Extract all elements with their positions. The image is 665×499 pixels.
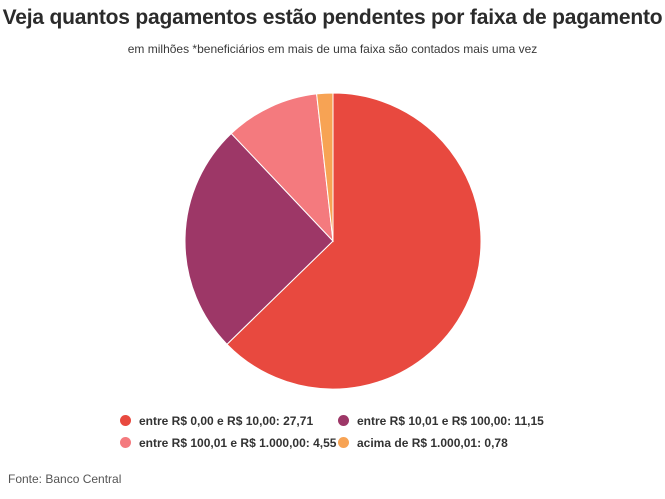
legend-swatch-3 <box>338 437 349 448</box>
pie-slice-3[interactable] <box>316 92 334 242</box>
pie-chart <box>184 92 482 390</box>
pie-slice-1[interactable] <box>184 132 334 345</box>
legend-swatch-1 <box>338 415 349 426</box>
legend-swatch-0 <box>120 415 131 426</box>
pie-slice-2[interactable] <box>230 93 334 243</box>
legend-label-3: acima de R$ 1.000,01: 0,78 <box>357 435 508 450</box>
legend-swatch-2 <box>120 437 131 448</box>
legend-item-2[interactable]: entre R$ 100,01 e R$ 1.000,00: 4,55 <box>120 434 340 451</box>
legend-item-3[interactable]: acima de R$ 1.000,01: 0,78 <box>338 434 560 451</box>
pie-slices <box>184 92 482 390</box>
legend-item-1[interactable]: entre R$ 10,01 e R$ 100,00: 11,15 <box>338 412 560 429</box>
legend-item-0[interactable]: entre R$ 0,00 e R$ 10,00: 27,71 <box>120 412 340 429</box>
chart-legend: entre R$ 0,00 e R$ 10,00: 27,71 entre R$… <box>120 412 560 451</box>
legend-label-1: entre R$ 10,01 e R$ 100,00: 11,15 <box>357 413 544 428</box>
chart-subtitle: em milhões *beneficiários em mais de uma… <box>127 42 538 56</box>
chart-title: Veja quantos pagamentos estão pendentes … <box>2 6 663 29</box>
legend-label-2: entre R$ 100,01 e R$ 1.000,00: 4,55 <box>139 435 337 450</box>
pie-slice-0[interactable] <box>226 92 482 390</box>
source-note: Fonte: Banco Central <box>8 472 122 486</box>
legend-label-0: entre R$ 0,00 e R$ 10,00: 27,71 <box>139 413 314 428</box>
